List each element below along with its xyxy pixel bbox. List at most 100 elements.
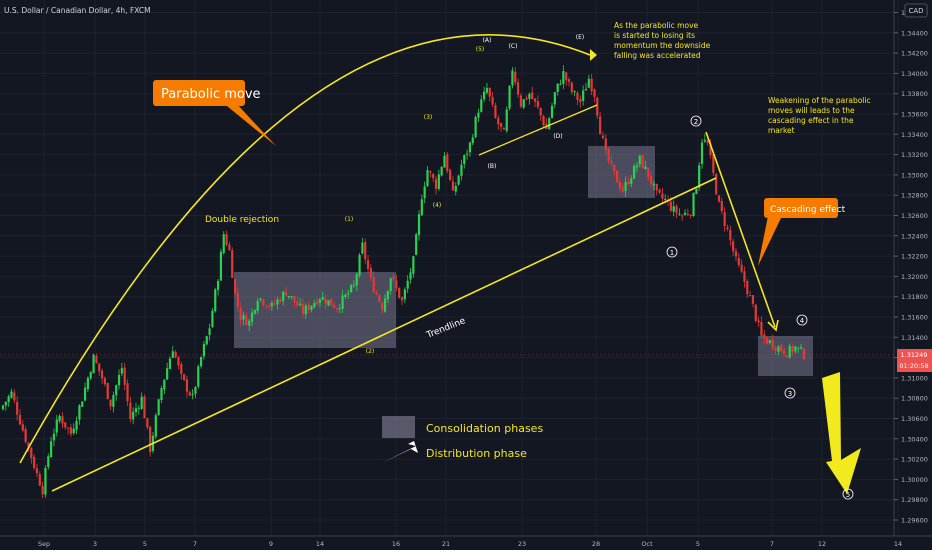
wave-label-4-paren: (4) <box>433 202 442 209</box>
candle-body <box>86 377 89 390</box>
candle-body <box>296 301 299 306</box>
candle-body <box>573 91 576 93</box>
candle-body <box>533 98 537 102</box>
candle-body <box>115 385 118 396</box>
candle-body <box>556 83 559 92</box>
candle-body <box>415 234 418 255</box>
candle-body <box>715 174 718 195</box>
candle-body <box>324 298 327 304</box>
candle-body <box>712 154 715 173</box>
candle-body <box>426 170 429 187</box>
candle-body <box>253 310 256 314</box>
candle-body <box>279 299 282 302</box>
candle-body <box>669 201 672 211</box>
candle-body <box>33 456 36 469</box>
candle-body <box>754 304 757 321</box>
candle-body <box>177 357 180 366</box>
candle-body <box>174 351 177 358</box>
price-tick-label: 1.32600 <box>901 212 928 220</box>
candle-body <box>734 250 738 257</box>
candle-body <box>596 97 599 116</box>
candle-body <box>149 426 152 453</box>
candle-body <box>330 298 333 306</box>
candle-body <box>531 92 534 99</box>
candle-body <box>565 72 568 81</box>
wave-label-d: (D) <box>553 133 562 140</box>
time-tick-label: Oct <box>641 540 653 548</box>
candle-body <box>703 139 706 142</box>
candle-body <box>27 442 30 448</box>
candle-body <box>47 456 50 467</box>
candle-body <box>698 165 701 188</box>
consolidation-box-2 <box>588 146 655 198</box>
candle-body <box>358 254 361 276</box>
candle-body <box>519 95 522 107</box>
price-tick-label: 1.34200 <box>901 50 928 58</box>
candle-body <box>483 91 486 100</box>
price-tick-label: 1.31800 <box>901 293 928 301</box>
b-d-line <box>478 104 598 156</box>
candle-body <box>709 143 712 156</box>
candle-body <box>163 379 166 390</box>
candle-body <box>737 257 740 265</box>
candle-body <box>75 420 78 430</box>
price-tick-label: 1.30200 <box>901 456 928 464</box>
candle-body <box>231 250 234 278</box>
candle-body <box>751 295 755 304</box>
candle-body <box>785 355 789 358</box>
candle-body <box>395 280 398 288</box>
candle-body <box>352 284 356 286</box>
impulse-label-1: 1 <box>666 246 678 258</box>
candle-body <box>613 164 616 172</box>
candle-body <box>423 186 426 199</box>
impulse-label-5: 5 <box>842 488 854 500</box>
wave-label-a: (A) <box>483 37 492 44</box>
candle-body <box>171 351 174 358</box>
cascading-callout-text: Cascading effect <box>770 205 846 215</box>
candle-body <box>276 299 279 305</box>
price-tick-label: 1.29600 <box>901 517 928 525</box>
candle-body <box>494 105 497 118</box>
candle-body <box>21 424 24 431</box>
parabolic-curve-arrowhead <box>590 49 597 61</box>
candle-body <box>132 411 135 420</box>
candle-body <box>491 96 494 105</box>
legend-consolidation-swatch <box>382 416 415 438</box>
candle-body <box>403 289 406 300</box>
currency-badge[interactable] <box>904 3 928 18</box>
candle-body <box>723 212 726 227</box>
candle-body <box>290 296 293 298</box>
candle-body <box>341 295 344 309</box>
candle-body <box>250 312 254 322</box>
candle-body <box>335 308 339 310</box>
candle-body <box>553 92 556 105</box>
candle-body <box>313 302 316 308</box>
candle-body <box>58 415 61 422</box>
candle-body <box>236 292 239 307</box>
candle-body <box>499 122 503 127</box>
candle-body <box>627 181 630 185</box>
candle-body <box>10 391 13 398</box>
candle-body <box>146 418 149 428</box>
down-arrow <box>822 372 861 494</box>
candle-body <box>103 377 106 385</box>
candle-body <box>123 367 126 385</box>
impulse-label-2: 2 <box>690 115 702 127</box>
candle-body <box>248 320 251 326</box>
svg-text:3: 3 <box>788 390 792 398</box>
chart-title: U.S. Dollar / Canadian Dollar, 4h, FXCM <box>4 6 151 15</box>
consolidation-box-1 <box>234 272 396 348</box>
price-tick-label: 1.31400 <box>901 334 928 342</box>
candle-body <box>449 169 452 181</box>
time-axis-ticks: Sep 3 5 7 9 14 16 21 23 28 Oct 5 7 12 14 <box>38 540 902 548</box>
candle-body <box>548 118 551 129</box>
candle-body <box>166 368 169 380</box>
impulse-label-4: 4 <box>796 314 808 326</box>
candle-body <box>437 174 440 189</box>
candle-body <box>299 303 302 305</box>
candle-body <box>366 259 370 270</box>
candle-body <box>802 348 805 360</box>
candle-body <box>536 101 539 108</box>
candle-body <box>463 154 466 165</box>
candle-body <box>788 345 791 358</box>
